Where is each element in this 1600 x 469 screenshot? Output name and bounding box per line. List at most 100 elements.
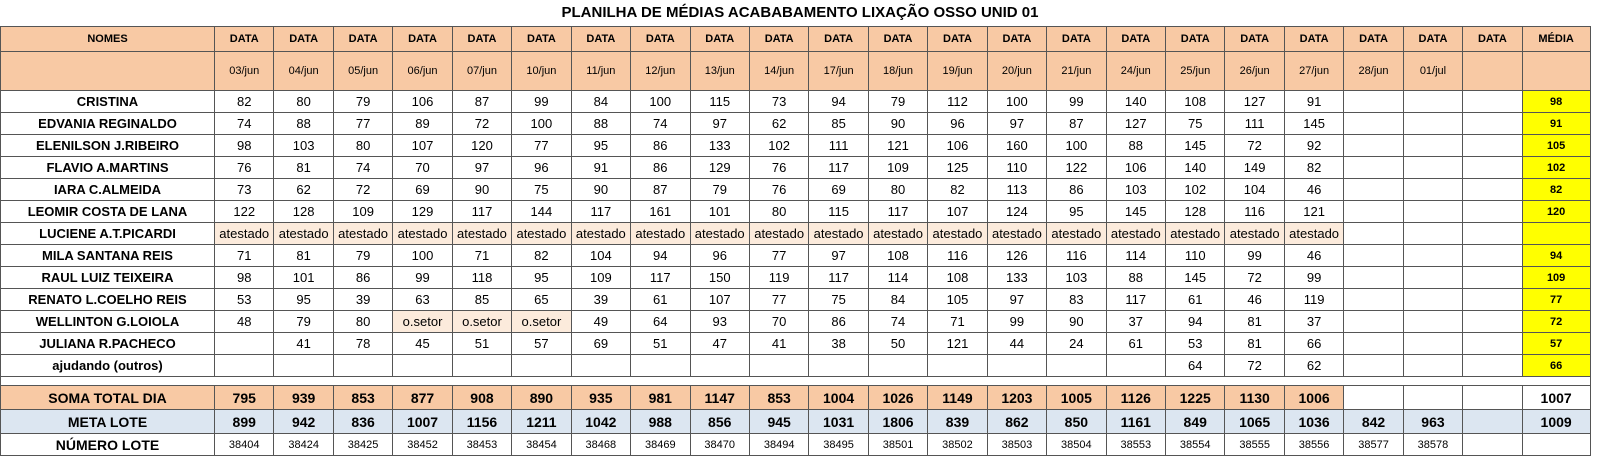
value-cell[interactable]: 66 [1283,332,1345,355]
meta-value-cell[interactable]: 1806 [867,409,929,434]
value-cell[interactable] [1402,156,1464,179]
value-cell[interactable]: 69 [392,178,453,201]
value-cell[interactable] [570,354,632,377]
date-cell[interactable]: 10/jun [511,51,572,91]
value-cell[interactable]: 75 [511,178,572,201]
value-cell[interactable]: 111 [1224,112,1285,135]
value-cell[interactable]: 39 [332,288,394,311]
value-cell[interactable]: 74 [213,112,275,135]
value-cell[interactable]: 145 [1283,112,1345,135]
soma-value-cell[interactable] [1402,385,1464,410]
soma-value-cell[interactable]: 1225 [1164,385,1226,410]
employee-name-cell[interactable]: CRISTINA [0,90,215,113]
value-cell[interactable]: atestado [332,222,394,245]
value-cell[interactable]: 91 [1283,90,1345,113]
value-cell[interactable] [1462,310,1523,333]
value-cell[interactable]: 83 [1046,288,1107,311]
meta-value-cell[interactable]: 842 [1343,409,1404,434]
value-cell[interactable]: 97 [986,288,1048,311]
value-cell[interactable]: 126 [986,244,1048,267]
lote-value-cell[interactable]: 38424 [273,433,334,456]
meta-value-cell[interactable]: 1211 [511,409,572,434]
meta-value-cell[interactable]: 963 [1402,409,1464,434]
average-cell[interactable]: 82 [1521,178,1591,201]
employee-name-cell[interactable]: MILA SANTANA REIS [0,244,215,267]
header-data-cell[interactable]: DATA [273,26,334,52]
lote-value-cell[interactable]: 38554 [1164,433,1226,456]
value-cell[interactable] [1402,266,1464,289]
value-cell[interactable]: 99 [986,310,1048,333]
meta-value-cell[interactable]: 942 [273,409,334,434]
value-cell[interactable]: 99 [511,90,572,113]
value-cell[interactable]: 86 [332,266,394,289]
meta-value-cell[interactable]: 1161 [1105,409,1167,434]
value-cell[interactable] [1046,354,1107,377]
value-cell[interactable]: 46 [1283,178,1345,201]
value-cell[interactable]: 97 [451,156,513,179]
date-cell[interactable]: 20/jun [986,51,1048,91]
date-cell[interactable]: 12/jun [630,51,691,91]
value-cell[interactable]: 100 [986,90,1048,113]
value-cell[interactable]: 95 [511,266,572,289]
value-cell[interactable]: 92 [1283,134,1345,157]
value-cell[interactable]: atestado [867,222,929,245]
value-cell[interactable]: 110 [1164,244,1226,267]
value-cell[interactable]: 64 [630,310,691,333]
lote-value-cell[interactable]: 38556 [1283,433,1345,456]
value-cell[interactable]: 78 [332,332,394,355]
value-cell[interactable] [1343,90,1404,113]
value-cell[interactable]: 50 [867,332,929,355]
value-cell[interactable]: 72 [332,178,394,201]
value-cell[interactable]: 90 [1046,310,1107,333]
value-cell[interactable]: 90 [451,178,513,201]
value-cell[interactable] [213,354,275,377]
value-cell[interactable] [1462,288,1523,311]
value-cell[interactable]: 62 [748,112,810,135]
header-data-cell[interactable]: DATA [1105,26,1167,52]
value-cell[interactable]: 160 [986,134,1048,157]
value-cell[interactable]: 85 [451,288,513,311]
date-cell[interactable]: 13/jun [689,51,750,91]
meta-value-cell[interactable]: 839 [927,409,988,434]
value-cell[interactable] [1402,200,1464,223]
value-cell[interactable]: atestado [808,222,869,245]
value-cell[interactable]: atestado [1283,222,1345,245]
lote-value-cell[interactable]: 38555 [1224,433,1285,456]
value-cell[interactable]: o.setor [451,310,513,333]
meta-value-cell[interactable]: 988 [630,409,691,434]
lote-value-cell[interactable]: 38553 [1105,433,1167,456]
soma-value-cell[interactable]: 853 [748,385,810,410]
value-cell[interactable]: 99 [1224,244,1285,267]
lote-value-cell[interactable]: 38577 [1343,433,1404,456]
date-cell[interactable]: 24/jun [1105,51,1167,91]
value-cell[interactable]: 86 [630,134,691,157]
value-cell[interactable] [1462,90,1523,113]
header-blank-cell[interactable] [1521,51,1591,91]
value-cell[interactable]: 51 [630,332,691,355]
value-cell[interactable]: 124 [986,200,1048,223]
date-cell[interactable]: 18/jun [867,51,929,91]
header-data-cell[interactable]: DATA [1224,26,1285,52]
employee-name-cell[interactable]: RAUL LUIZ TEIXEIRA [0,266,215,289]
average-cell[interactable]: 66 [1521,354,1591,377]
value-cell[interactable]: 47 [689,332,750,355]
value-cell[interactable] [1343,332,1404,355]
value-cell[interactable]: 100 [630,90,691,113]
value-cell[interactable]: 105 [927,288,988,311]
value-cell[interactable]: atestado [511,222,572,245]
employee-name-cell[interactable]: ajudando (outros) [0,354,215,377]
date-cell[interactable]: 17/jun [808,51,869,91]
soma-value-cell[interactable]: 1005 [1046,385,1107,410]
value-cell[interactable] [1402,288,1464,311]
value-cell[interactable]: 140 [1164,156,1226,179]
value-cell[interactable]: 37 [1105,310,1167,333]
value-cell[interactable]: 97 [808,244,869,267]
value-cell[interactable]: 96 [927,112,988,135]
value-cell[interactable]: 91 [570,156,632,179]
header-data-cell[interactable]: DATA [1462,26,1523,52]
value-cell[interactable] [1462,156,1523,179]
date-cell[interactable]: 05/jun [332,51,394,91]
value-cell[interactable] [1402,354,1464,377]
average-cell[interactable]: 94 [1521,244,1591,267]
average-cell[interactable]: 57 [1521,332,1591,355]
